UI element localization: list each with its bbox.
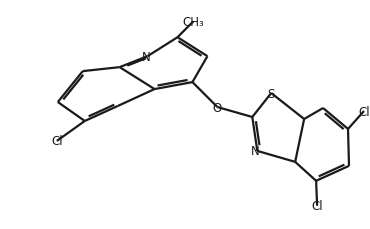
Text: O: O [213,101,222,114]
Text: CH₃: CH₃ [182,16,204,29]
Text: S: S [268,87,275,100]
Text: Cl: Cl [311,199,323,212]
Text: Cl: Cl [51,135,63,148]
Text: N: N [251,145,260,158]
Text: Cl: Cl [358,105,370,118]
Text: N: N [142,50,151,63]
